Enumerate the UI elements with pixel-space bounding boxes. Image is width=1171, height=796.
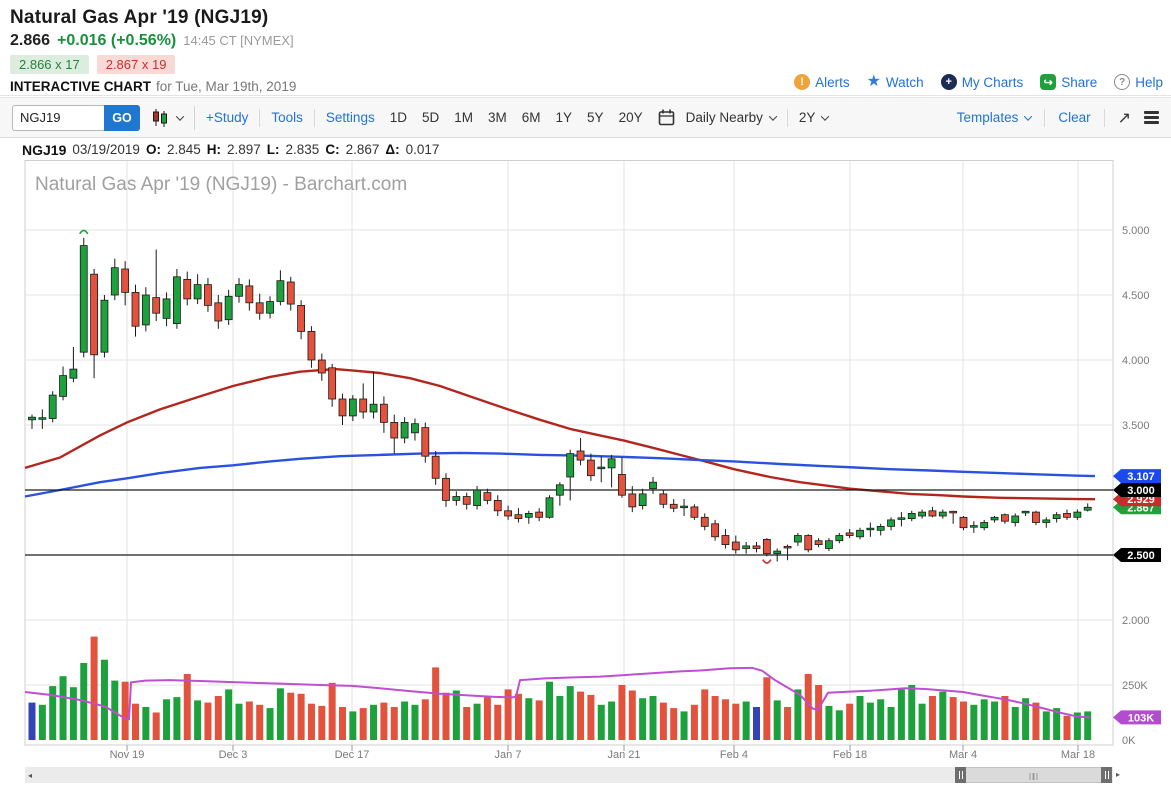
alert-icon: ! [794,74,811,90]
candlestick-icon [153,109,167,127]
tools-button[interactable]: Tools [271,110,303,125]
period-1y[interactable]: 1Y [555,110,573,125]
period-20y[interactable]: 20Y [618,110,643,125]
chevron-down-icon [821,111,830,121]
bid-quote: 2.866 x 17 [10,55,89,74]
svg-text:3.107: 3.107 [1127,471,1155,483]
ohlc-close: 2.867 [345,142,380,157]
alerts-link[interactable]: ! Alerts [794,74,850,90]
svg-text:2.929: 2.929 [1127,494,1155,506]
svg-text:2.500: 2.500 [1127,550,1155,562]
my-charts-link[interactable]: + My Charts [940,74,1023,90]
share-icon: ↪ [1040,74,1057,90]
svg-text:103K: 103K [1128,712,1154,724]
scrollbar-grip-left[interactable] [955,767,966,783]
last-price: 2.866 [10,32,51,49]
clear-button[interactable]: Clear [1058,110,1091,125]
scrollbar-right-arrow-icon[interactable]: ▸ [1116,770,1121,779]
ask-quote: 2.867 x 19 [96,55,176,74]
period-1m[interactable]: 1M [454,110,473,125]
draw-arrow-icon[interactable]: ↗ [1117,109,1131,127]
svg-text:5.000: 5.000 [1122,225,1150,237]
chart-type-button[interactable] [151,108,185,127]
toolbar-divider [1103,108,1105,127]
scrollbar-handle[interactable] [955,767,1112,783]
svg-text:3.000: 3.000 [1127,485,1155,497]
svg-text:Mar 4: Mar 4 [949,749,977,761]
price-change: +0.016 (+0.56%) [57,32,177,49]
ohlc-delta: 0.017 [405,142,440,157]
section-label-bold: INTERACTIVE CHART [10,79,151,94]
range-dropdown[interactable]: 2Y [799,110,830,125]
calendar-icon [658,109,674,126]
toolbar-divider [194,105,195,130]
period-selector: 1D 5D 1M 3M 6M 1Y 5Y 20Y [390,110,643,125]
frequency-dropdown[interactable]: Daily Nearby [686,110,778,125]
ohlc-date: 03/19/2019 [72,142,140,157]
star-icon: ★ [866,73,881,90]
watch-link[interactable]: ★ Watch [866,73,924,90]
svg-text:Dec 3: Dec 3 [219,749,248,761]
toolbar-divider [313,108,315,127]
scrollbar-left-arrow-icon[interactable]: ◂ [28,771,33,780]
svg-text:Jan 7: Jan 7 [495,749,522,761]
quick-links: ! Alerts ★ Watch + My Charts ↪ Share ? H… [794,74,1163,90]
chevron-down-icon [768,111,778,121]
period-1d[interactable]: 1D [389,110,407,125]
settings-button[interactable]: Settings [325,110,375,125]
svg-text:2.000: 2.000 [1122,615,1150,627]
ohlc-symbol: NGJ19 [22,141,67,158]
svg-text:Feb 4: Feb 4 [720,749,748,761]
hamburger-menu-icon[interactable] [1144,109,1159,127]
svg-text:Natural Gas Apr '19 (NGJ19) -: Natural Gas Apr '19 (NGJ19) - Barchart.c… [35,174,407,195]
svg-text:Dec 17: Dec 17 [335,749,370,761]
svg-text:250K: 250K [1122,680,1148,692]
templates-dropdown[interactable]: Templates [957,110,1033,125]
chevron-down-icon [175,111,185,121]
chart-scrollbar: ◂ ▸ [0,766,1171,785]
toolbar-divider [259,108,261,127]
price-chart[interactable]: Natural Gas Apr '19 (NGJ19) - Barchart.c… [0,160,1171,766]
svg-text:Mar 18: Mar 18 [1061,749,1095,761]
svg-text:3.500: 3.500 [1122,420,1150,432]
page-title: Natural Gas Apr '19 (NGJ19) [10,7,269,28]
scrollbar-track[interactable]: ◂ [25,767,1113,783]
share-link[interactable]: ↪ Share [1040,74,1097,90]
help-link[interactable]: ? Help [1114,74,1163,90]
ohlc-open: 2.845 [166,142,201,157]
question-circle-icon: ? [1114,74,1131,90]
plus-circle-icon: + [940,74,957,90]
ohlc-readout: NGJ19 03/19/2019 O: 2.845 H: 2.897 L: 2.835… [0,139,1171,160]
period-5d[interactable]: 5D [421,110,440,125]
period-6m[interactable]: 6M [521,110,541,125]
svg-text:Nov 19: Nov 19 [110,749,145,761]
quote-price-row: 2.866 +0.016 (+0.56%) 14:45 CT [NYMEX] [10,32,1171,50]
svg-text:0K: 0K [1122,735,1136,747]
svg-text:4.000: 4.000 [1122,355,1150,367]
toolbar-divider [1044,108,1046,127]
section-label: INTERACTIVE CHART for Tue, Mar 19th, 201… [10,79,1171,94]
section-label-rest: for Tue, Mar 19th, 2019 [156,79,297,94]
scrollbar-grip-center-icon [1029,772,1038,780]
scrollbar-grip-right[interactable] [1101,767,1112,783]
ohlc-low: 2.835 [285,142,320,157]
symbol-input[interactable] [12,104,104,131]
svg-text:4.500: 4.500 [1122,290,1150,302]
toolbar-divider [786,108,788,127]
quote-time: 14:45 CT [NYMEX] [183,33,294,48]
svg-text:Feb 18: Feb 18 [833,749,867,761]
quote-header: Natural Gas Apr '19 (NGJ19) 2.866 +0.016… [0,0,1171,96]
period-3m[interactable]: 3M [488,110,507,125]
add-study-button[interactable]: +Study [206,110,249,125]
svg-text:Jan 21: Jan 21 [607,749,640,761]
chevron-down-icon [1024,111,1033,121]
chart-toolbar: GO +Study Tools Settings 1D 5D 1M 3M 6M … [0,97,1171,138]
go-button[interactable]: GO [104,104,140,131]
period-5y[interactable]: 5Y [587,110,604,125]
bid-ask-row: 2.866 x 17 2.867 x 19 [10,55,1171,74]
ohlc-high: 2.897 [226,142,261,157]
calendar-button[interactable] [658,109,675,126]
